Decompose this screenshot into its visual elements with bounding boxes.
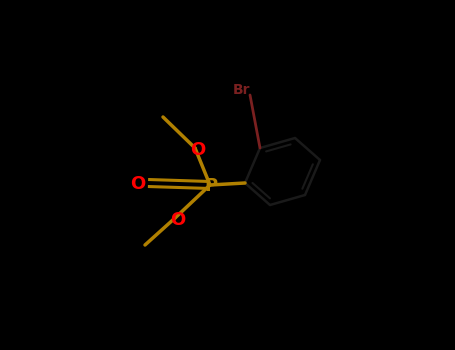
Text: O: O <box>131 175 146 193</box>
Text: P: P <box>204 177 217 195</box>
Text: O: O <box>190 141 206 159</box>
Text: Br: Br <box>233 83 251 97</box>
Text: O: O <box>170 211 186 229</box>
